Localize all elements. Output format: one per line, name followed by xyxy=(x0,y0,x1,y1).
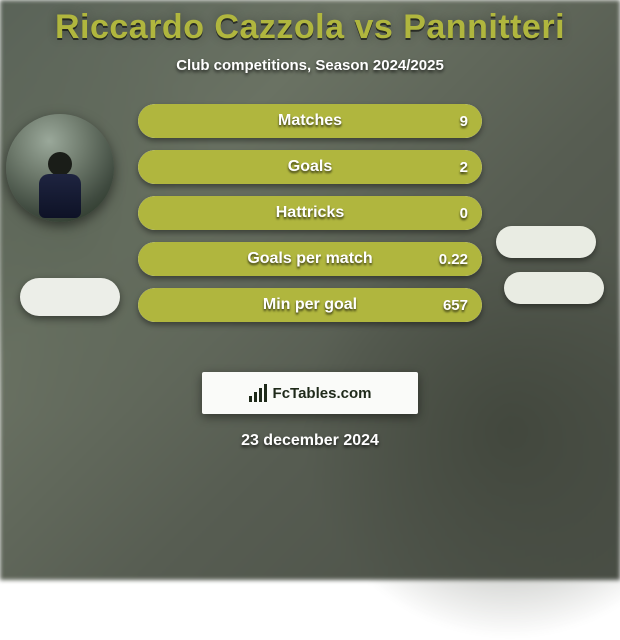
content-root: Riccardo Cazzola vs Pannitteri Club comp… xyxy=(0,0,620,580)
stat-value-p1: 9 xyxy=(460,104,468,138)
attribution-badge: FcTables.com xyxy=(202,372,418,414)
stat-label: Min per goal xyxy=(138,288,482,322)
bars-icon xyxy=(249,384,267,402)
stat-value-p1: 0 xyxy=(460,196,468,230)
player1-blank-pill xyxy=(20,278,120,316)
stats-container: Matches9Goals2Hattricks0Goals per match0… xyxy=(138,104,482,334)
player1-avatar-image xyxy=(6,114,114,222)
comparison-arena: Matches9Goals2Hattricks0Goals per match0… xyxy=(0,98,620,358)
stat-row-min_per_goal: Min per goal657 xyxy=(138,288,482,322)
stat-row-matches: Matches9 xyxy=(138,104,482,138)
stat-row-goals_per_match: Goals per match0.22 xyxy=(138,242,482,276)
stat-row-goals: Goals2 xyxy=(138,150,482,184)
player-silhouette-icon xyxy=(39,152,81,218)
player1-avatar xyxy=(6,114,114,222)
page-title: Riccardo Cazzola vs Pannitteri xyxy=(0,0,620,47)
stat-label: Goals per match xyxy=(138,242,482,276)
stat-label: Goals xyxy=(138,150,482,184)
stat-label: Matches xyxy=(138,104,482,138)
date-text: 23 december 2024 xyxy=(0,432,620,450)
attribution-text: FcTables.com xyxy=(273,385,372,402)
stat-label: Hattricks xyxy=(138,196,482,230)
subtitle: Club competitions, Season 2024/2025 xyxy=(0,57,620,74)
player2-pill-goals xyxy=(504,272,604,304)
stat-value-p1: 657 xyxy=(443,288,468,322)
stat-value-p1: 0.22 xyxy=(439,242,468,276)
player2-pill-matches xyxy=(496,226,596,258)
stat-value-p1: 2 xyxy=(460,150,468,184)
stat-row-hattricks: Hattricks0 xyxy=(138,196,482,230)
